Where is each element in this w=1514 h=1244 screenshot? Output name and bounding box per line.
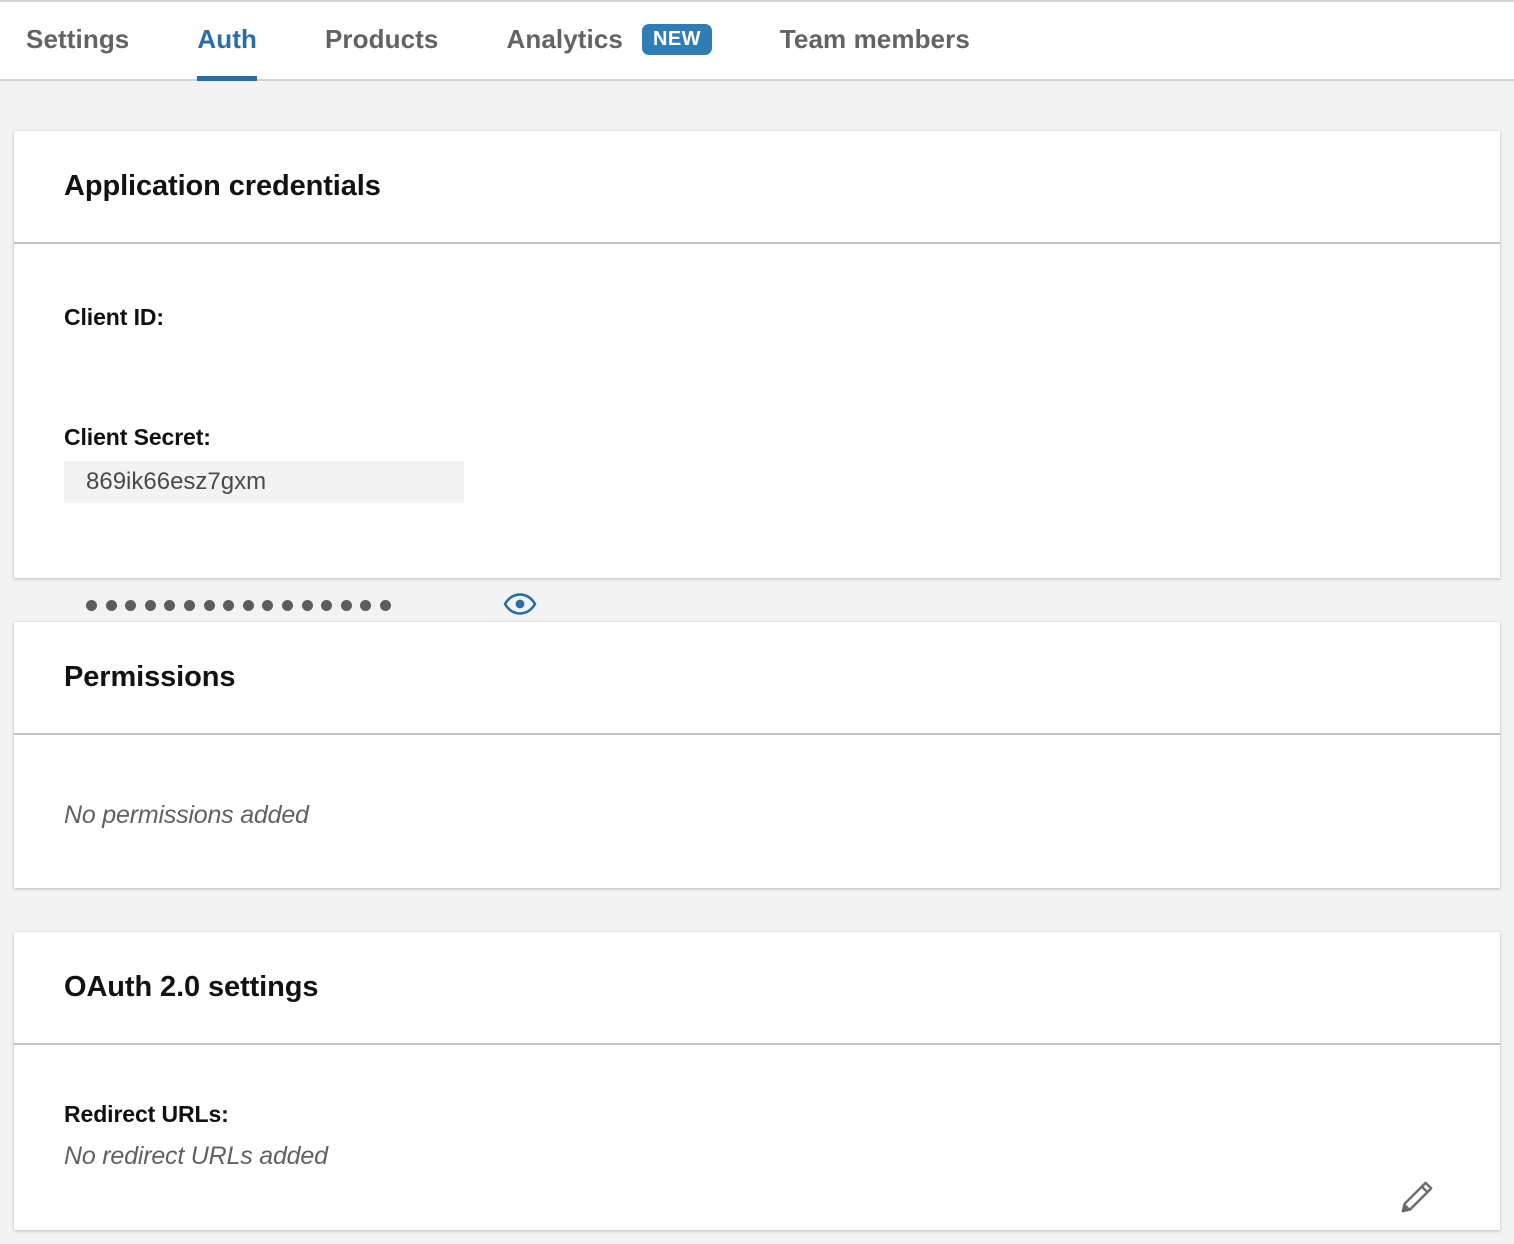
- secret-dot: [223, 599, 235, 611]
- new-badge: NEW: [641, 24, 712, 55]
- tab-auth[interactable]: Auth: [197, 2, 257, 81]
- tab-analytics[interactable]: Analytics NEW: [506, 2, 712, 81]
- secret-dot: [301, 599, 313, 611]
- secret-dot: [105, 599, 117, 611]
- card-header-credentials: Application credentials: [14, 131, 1500, 244]
- redirect-urls-empty-message: No redirect URLs added: [64, 1142, 328, 1170]
- oauth-body: Redirect URLs: No redirect URLs added: [14, 1045, 1500, 1212]
- tab-active-underline: [26, 76, 129, 81]
- top-rule: [0, 0, 1514, 2]
- secret-dot: [125, 599, 137, 611]
- tab-active-underline: [780, 76, 970, 81]
- card-header-permissions: Permissions: [14, 622, 1500, 735]
- permissions-card: Permissions No permissions added: [14, 622, 1500, 888]
- secret-dot: [321, 599, 333, 611]
- tab-team-members[interactable]: Team members: [780, 2, 970, 81]
- oauth-title: OAuth 2.0 settings: [64, 971, 319, 1003]
- edit-redirect-urls-button[interactable]: [1392, 1175, 1440, 1223]
- permissions-empty-message: No permissions added: [64, 801, 309, 829]
- secret-dot: [360, 599, 372, 611]
- client-secret-input[interactable]: [64, 584, 460, 626]
- tab-label: Team members: [779, 24, 970, 54]
- pencil-icon: [1396, 1178, 1436, 1221]
- tab-bar: Settings Auth Products Analytics NEW Team mem…: [0, 2, 1514, 81]
- secret-dot: [144, 599, 156, 611]
- tab-active-underline: [197, 76, 257, 81]
- client-id-label: Client ID:: [64, 304, 164, 330]
- tab-active-underline: [325, 76, 438, 81]
- client-id-input[interactable]: 869ik66esz7gxm: [64, 461, 464, 503]
- client-secret-label: Client Secret:: [64, 424, 211, 450]
- tab-label: Settings: [26, 24, 130, 54]
- secret-dot: [86, 599, 97, 611]
- tab-label: Auth: [197, 24, 257, 54]
- toggle-secret-visibility-button[interactable]: [497, 582, 543, 628]
- secret-dot: [203, 599, 215, 611]
- secret-dot: [242, 599, 254, 611]
- permissions-title: Permissions: [64, 661, 236, 693]
- eye-icon: [503, 592, 537, 619]
- tab-products[interactable]: Products: [325, 2, 438, 81]
- application-credentials-card: Application credentials Client ID: 869ik…: [14, 131, 1500, 626]
- page-title: Application credentials: [64, 170, 381, 202]
- secret-dot: [262, 599, 274, 611]
- tab-label: Analytics: [506, 24, 623, 54]
- permissions-body: No permissions added: [14, 735, 1500, 830]
- tab-label: Products: [324, 24, 439, 54]
- secret-dot: [340, 599, 352, 611]
- card-header-oauth: OAuth 2.0 settings: [14, 932, 1500, 1045]
- secret-dot: [379, 599, 391, 611]
- secret-dot: [281, 599, 293, 611]
- redirect-urls-label: Redirect URLs:: [64, 1101, 229, 1127]
- tab-settings[interactable]: Settings: [26, 2, 129, 81]
- secret-dot: [183, 599, 195, 611]
- masked-secret-dots: [86, 599, 391, 611]
- secret-dot: [164, 599, 176, 611]
- oauth-settings-card: OAuth 2.0 settings Redirect URLs: No red…: [14, 932, 1500, 1230]
- tab-active-underline: [506, 76, 711, 81]
